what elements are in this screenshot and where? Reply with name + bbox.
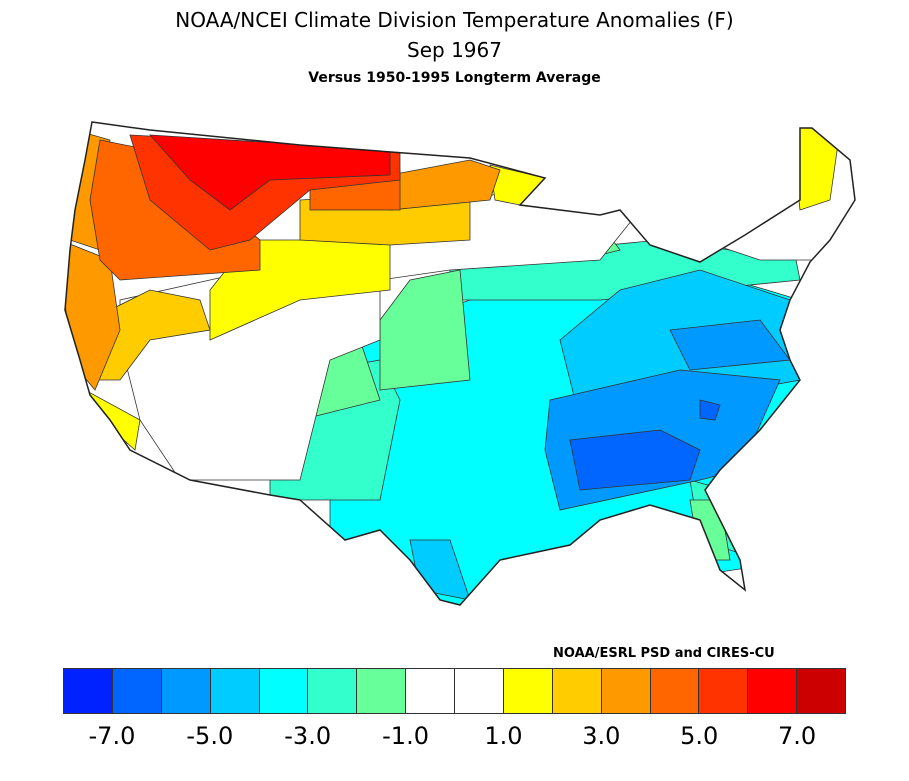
- legend-tick-label: 7.0: [777, 722, 817, 750]
- legend-swatch: [357, 669, 407, 713]
- legend-swatch: [699, 669, 749, 713]
- legend-swatch: [455, 669, 504, 713]
- legend-tick-label: -7.0: [88, 722, 136, 750]
- region-dark-blue: [569, 429, 701, 491]
- legend-swatch: [64, 669, 113, 713]
- legend-swatch: [797, 669, 845, 713]
- us-climate-division-map: [64, 121, 856, 606]
- legend-tick-label: -3.0: [284, 722, 332, 750]
- map-period: Sep 1967: [407, 38, 502, 62]
- map-subtitle: Versus 1950-1995 Longterm Average: [308, 70, 601, 86]
- legend-swatch: [748, 669, 798, 713]
- legend-swatch: [112, 669, 162, 713]
- legend-swatch: [650, 669, 700, 713]
- region-dark-blue: [699, 399, 721, 421]
- color-legend-bar: [63, 668, 846, 714]
- map-title: NOAA/NCEI Climate Division Temperature A…: [175, 8, 734, 32]
- legend-swatch: [552, 669, 602, 713]
- legend-swatch: [210, 669, 260, 713]
- region-green: [689, 499, 731, 561]
- legend-swatch: [503, 669, 553, 713]
- legend-swatch: [406, 669, 455, 713]
- legend-tick-label: -1.0: [382, 722, 429, 750]
- legend-swatch: [259, 669, 309, 713]
- legend-tick-label: 1.0: [484, 722, 523, 750]
- legend-swatch: [161, 669, 211, 713]
- legend-swatch: [601, 669, 651, 713]
- legend-tick-label: -5.0: [186, 722, 234, 750]
- region-green: [379, 269, 471, 391]
- legend-tick-label: 3.0: [582, 722, 621, 750]
- division-regions: [65, 122, 855, 605]
- credit-text: NOAA/ESRL PSD and CIRES-CU: [553, 646, 775, 661]
- legend-tick-label: 5.0: [680, 722, 719, 750]
- legend-swatch: [308, 669, 358, 713]
